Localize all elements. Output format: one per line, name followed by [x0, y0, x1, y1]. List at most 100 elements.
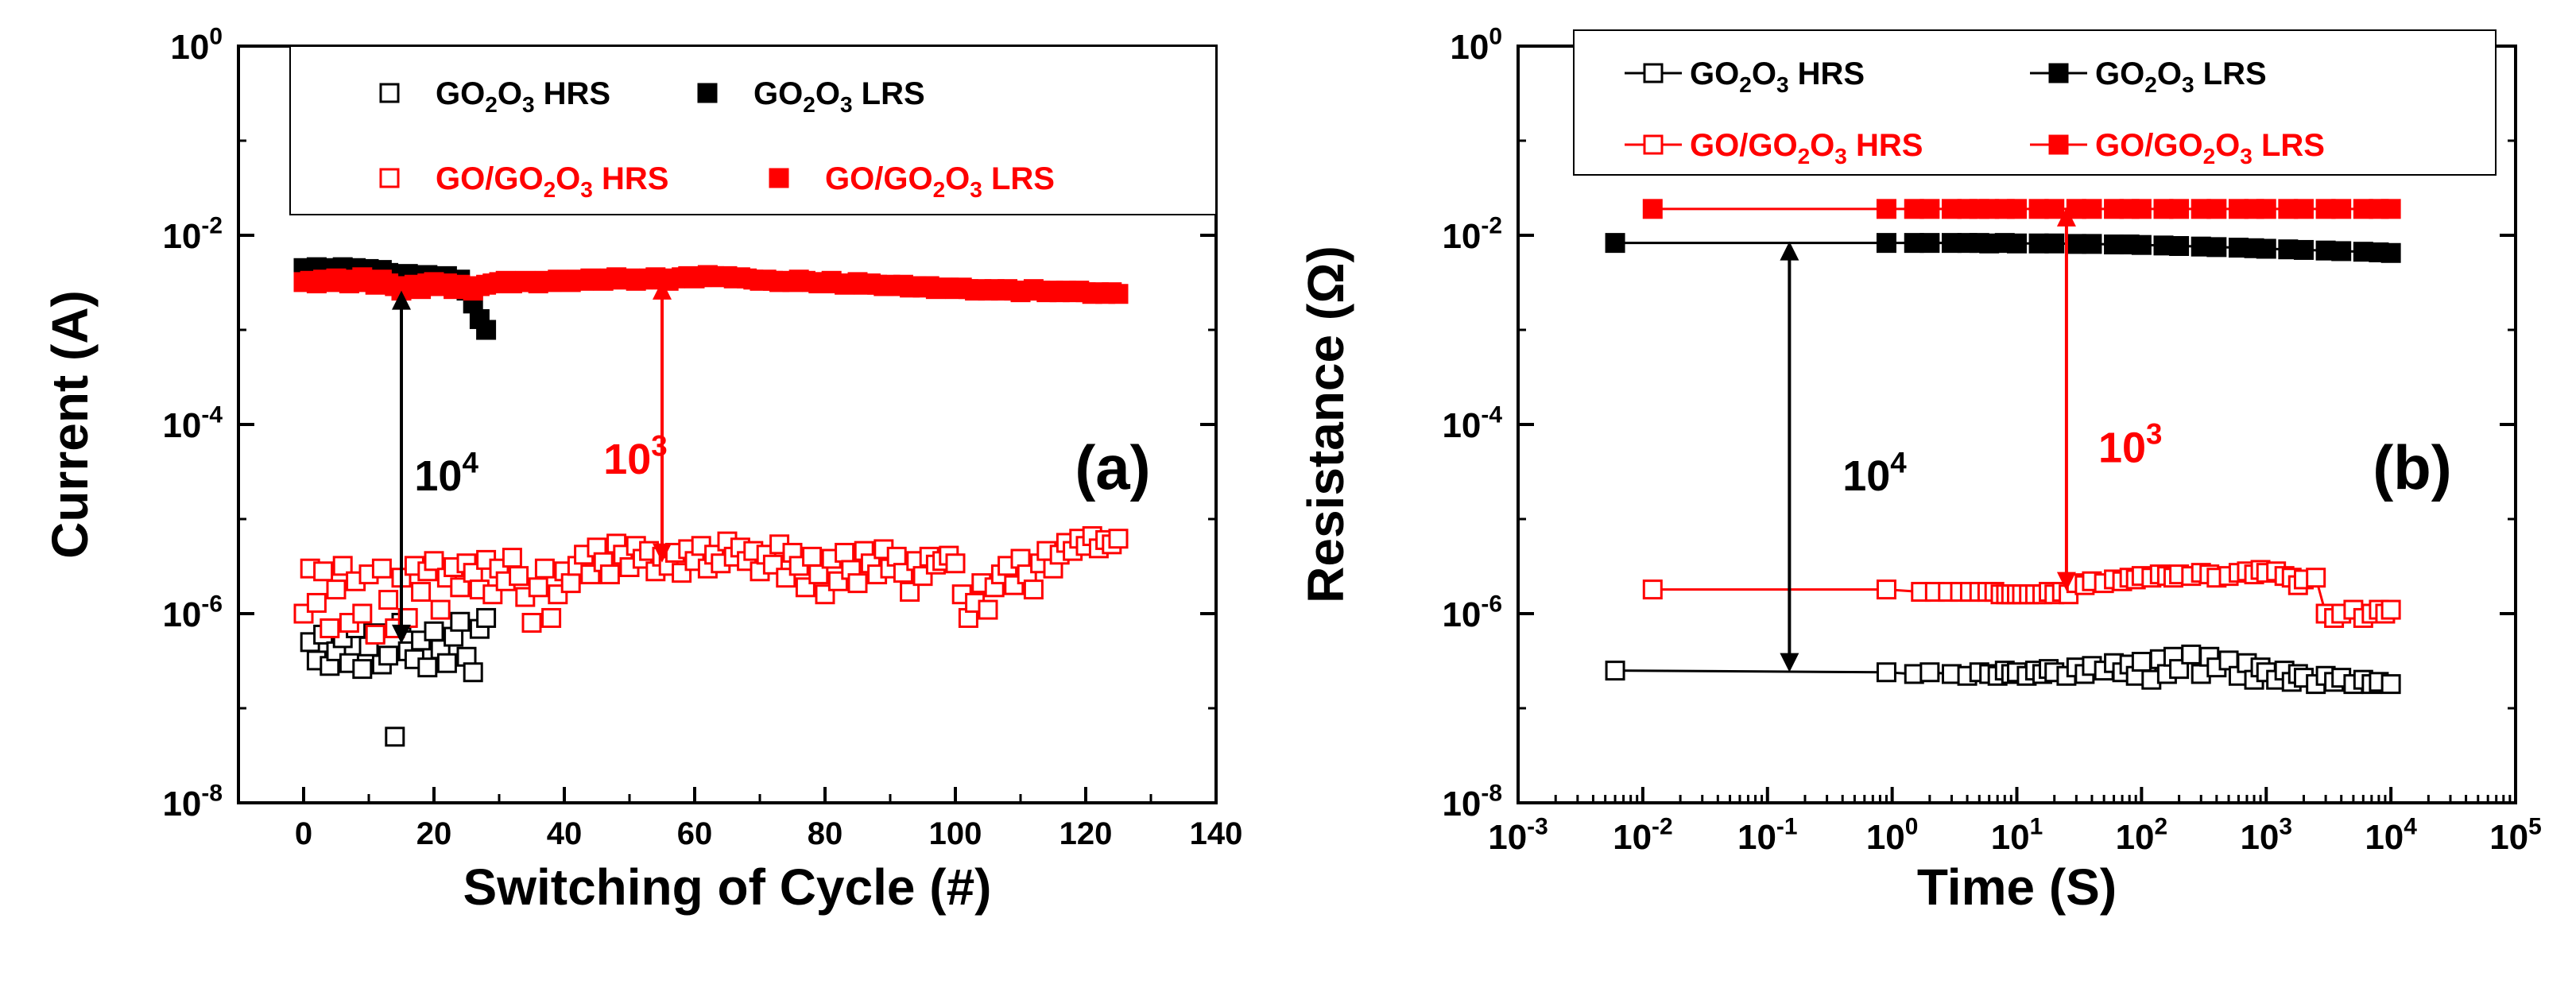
legend-entry: GO2O3 LRS — [697, 76, 925, 117]
data-point — [1605, 233, 1625, 254]
data-point — [2131, 199, 2152, 219]
x-tick-label: 100 — [929, 816, 982, 851]
data-point — [2206, 237, 2227, 258]
legend-entry: GO2O3 HRS — [379, 76, 610, 117]
x-tick-label: 10-2 — [1613, 814, 1673, 857]
legend-entry: GO/GO2O3 HRS — [379, 161, 668, 202]
data-point — [1023, 579, 1044, 600]
y-tick-label: 10-4 — [162, 402, 223, 445]
data-point — [534, 558, 555, 579]
data-point — [450, 577, 471, 598]
data-point — [2169, 236, 2190, 257]
data-point — [2380, 674, 2401, 695]
x-axis-title: Time (S) — [1917, 858, 2117, 916]
legend-label: GO2O3 HRS — [436, 76, 610, 117]
data-point — [1642, 199, 1663, 219]
x-tick-label: 103 — [2240, 814, 2292, 857]
data-point — [802, 546, 823, 567]
panel-label: (b) — [2373, 432, 2452, 502]
data-point — [2131, 234, 2152, 255]
data-point — [2380, 199, 2401, 219]
legend-label: GO/GO2O3 HRS — [1690, 128, 1923, 169]
data-point — [808, 564, 829, 585]
arrow-head-down — [1780, 653, 1799, 672]
y-tick-label: 10-2 — [162, 213, 223, 256]
ratio-arrow — [2056, 207, 2076, 591]
data-point — [1919, 662, 1940, 683]
data-point — [1919, 199, 1940, 219]
series-0 — [293, 603, 497, 747]
data-point — [352, 603, 373, 624]
y-tick-label: 100 — [1450, 24, 1502, 67]
data-point — [2256, 238, 2276, 259]
data-point — [378, 645, 399, 666]
ratio-arrow — [653, 280, 672, 563]
data-point — [476, 607, 497, 628]
x-tick-label: 102 — [2116, 814, 2168, 857]
data-point — [2306, 568, 2326, 588]
x-tick-label: 20 — [416, 816, 452, 851]
legend-marker — [2048, 134, 2069, 155]
x-tick-label: 10-3 — [1488, 814, 1548, 857]
x-tick-label: 120 — [1059, 816, 1113, 851]
data-point — [886, 546, 907, 567]
x-tick-label: 105 — [2489, 814, 2542, 857]
data-point — [313, 561, 334, 582]
data-point — [528, 577, 548, 598]
data-point — [424, 621, 444, 641]
data-point — [385, 727, 405, 747]
arrow-head-up — [653, 280, 672, 300]
data-point — [978, 599, 998, 620]
series-2 — [1642, 560, 2401, 628]
data-point — [365, 624, 385, 645]
data-point — [424, 551, 444, 572]
data-point — [541, 607, 562, 628]
x-tick-label: 100 — [1866, 814, 1919, 857]
data-point — [1108, 284, 1129, 304]
data-point — [371, 558, 392, 579]
x-tick-label: 101 — [1991, 814, 2043, 857]
legend-entry: GO2O3 LRS — [2030, 56, 2267, 97]
data-point — [378, 590, 399, 610]
data-point — [320, 618, 340, 638]
y-tick-label: 10-8 — [1442, 781, 1502, 823]
data-point — [2007, 199, 2027, 219]
data-point — [352, 659, 373, 680]
legend-box — [289, 45, 1217, 215]
legend-marker — [697, 83, 718, 103]
legend-box — [1573, 29, 2497, 176]
legend-marker — [379, 168, 400, 188]
legend-label: GO/GO2O3 LRS — [825, 161, 1055, 202]
ratio-label: 104 — [1842, 446, 1907, 500]
data-point — [945, 553, 966, 574]
data-point — [2331, 199, 2352, 219]
data-point — [2082, 199, 2102, 219]
ratio-label: 103 — [2098, 418, 2163, 472]
data-point — [2082, 234, 2102, 254]
legend-entry: GO2O3 HRS — [1625, 56, 1865, 97]
data-point — [502, 548, 522, 568]
data-point — [450, 611, 471, 632]
y-tick-label: 10-6 — [162, 591, 223, 634]
y-tick-label: 10-6 — [1442, 591, 1502, 634]
legend-label: GO2O3 LRS — [753, 76, 925, 117]
ratio-label: 103 — [603, 430, 668, 484]
data-point — [1876, 233, 1896, 254]
y-tick-label: 100 — [170, 24, 223, 67]
x-tick-label: 60 — [677, 816, 713, 851]
series-3 — [293, 265, 1129, 304]
x-tick-label: 40 — [547, 816, 583, 851]
legend: GO2O3 HRS GO2O3 LRS GO/GO2O3 HRS GO/GO2O3 L… — [289, 45, 1217, 215]
data-point — [2293, 239, 2314, 260]
series-3 — [1642, 199, 2401, 219]
x-tick-label: 0 — [295, 816, 312, 851]
data-point — [326, 579, 347, 600]
y-axis-title: Resistance (Ω) — [1297, 246, 1354, 603]
legend: GO2O3 HRS GO2O3 LRS GO/GO2O3 HRS GO/GO2O3 L… — [1573, 29, 2497, 176]
data-point — [521, 613, 542, 634]
y-axis-title: Current (A) — [41, 290, 99, 559]
series-1 — [1605, 233, 2401, 263]
data-point — [599, 564, 620, 585]
data-point — [2044, 233, 2065, 254]
legend-marker — [2048, 63, 2069, 83]
